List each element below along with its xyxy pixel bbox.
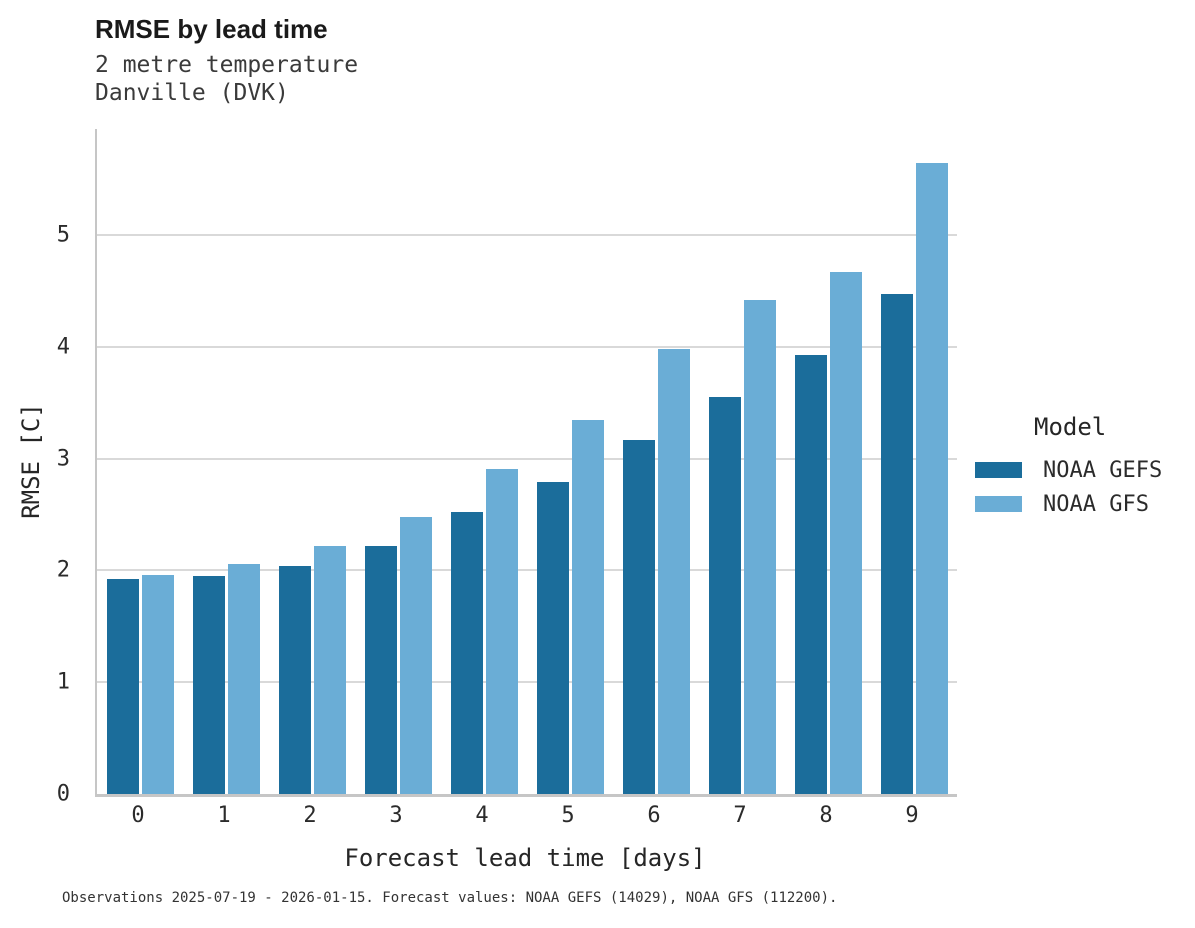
bar-noaa-gefs-lead-8 (794, 354, 827, 794)
gridline-y-4 (97, 345, 957, 348)
legend-swatch-0 (975, 462, 1022, 478)
x-tick-label-5: 5 (561, 803, 575, 828)
gridline-y-3 (97, 457, 957, 460)
bars-container (97, 129, 957, 794)
bar-noaa-gefs-lead-3 (364, 545, 397, 794)
bar-group-lead-0 (97, 129, 183, 794)
bar-group-lead-3 (355, 129, 441, 794)
chart-subtitle-station: Danville (DVK) (95, 80, 289, 106)
bar-noaa-gefs-lead-0 (106, 579, 139, 794)
bar-noaa-gfs-lead-2 (313, 545, 346, 794)
legend-swatch-1 (975, 496, 1022, 512)
gridline-y-2 (97, 569, 957, 572)
bar-noaa-gfs-lead-4 (485, 468, 518, 794)
legend-label-1: NOAA GFS (1043, 491, 1149, 517)
bar-group-lead-6 (613, 129, 699, 794)
bar-noaa-gefs-lead-5 (536, 482, 569, 794)
x-tick-label-4: 4 (475, 803, 489, 828)
legend-item-noaa-gefs: NOAA GEFS (975, 453, 1193, 487)
bar-group-lead-8 (785, 129, 871, 794)
bar-noaa-gefs-lead-4 (450, 512, 483, 794)
x-tick-label-7: 7 (733, 803, 747, 828)
x-tick-label-8: 8 (819, 803, 833, 828)
bar-noaa-gfs-lead-8 (829, 272, 862, 794)
bar-noaa-gefs-lead-2 (278, 566, 311, 794)
legend-title: Model (1034, 413, 1107, 441)
bar-group-lead-1 (183, 129, 269, 794)
x-tick-label-3: 3 (389, 803, 403, 828)
bar-noaa-gfs-lead-6 (657, 349, 690, 794)
gridline-y-1 (97, 681, 957, 684)
gridline-y-5 (97, 234, 957, 237)
bar-group-lead-2 (269, 129, 355, 794)
caption: Observations 2025-07-19 - 2026-01-15. Fo… (62, 890, 838, 906)
bar-noaa-gefs-lead-6 (622, 439, 655, 794)
chart-header: RMSE by lead time 2 metre temperature Da… (95, 14, 358, 107)
y-axis-ticks: 0 1 2 3 4 5 (0, 129, 74, 807)
legend-items: NOAA GEFS NOAA GFS (975, 453, 1193, 521)
y-tick-label-3: 3 (56, 446, 70, 472)
bar-noaa-gefs-lead-9 (880, 294, 913, 794)
plot-area (95, 129, 957, 797)
x-tick-label-0: 0 (131, 803, 145, 828)
chart-title: RMSE by lead time (95, 14, 328, 44)
y-tick-label-2: 2 (56, 557, 70, 583)
x-tick-label-9: 9 (905, 803, 919, 828)
bar-noaa-gefs-lead-7 (708, 397, 741, 794)
x-tick-label-2: 2 (303, 803, 317, 828)
x-axis-label: Forecast lead time [days] (344, 844, 706, 872)
bar-group-lead-4 (441, 129, 527, 794)
bar-noaa-gfs-lead-1 (227, 563, 260, 794)
x-tick-label-6: 6 (647, 803, 661, 828)
bar-noaa-gfs-lead-3 (399, 516, 432, 794)
y-tick-label-4: 4 (56, 334, 70, 360)
y-tick-label-1: 1 (56, 669, 70, 695)
bar-group-lead-7 (699, 129, 785, 794)
bar-noaa-gefs-lead-1 (192, 576, 225, 794)
bar-noaa-gfs-lead-5 (571, 419, 604, 794)
bar-group-lead-5 (527, 129, 613, 794)
legend: Model NOAA GEFS NOAA GFS (975, 413, 1193, 521)
chart-subtitle-variable: 2 metre temperature (95, 52, 359, 78)
bar-noaa-gfs-lead-0 (141, 574, 174, 794)
y-tick-label-5: 5 (56, 222, 70, 248)
bar-group-lead-9 (871, 129, 957, 794)
legend-label-0: NOAA GEFS (1043, 457, 1163, 483)
legend-item-noaa-gfs: NOAA GFS (975, 487, 1193, 521)
x-axis-ticks: 0 1 2 3 4 5 6 7 8 9 (95, 803, 955, 828)
bar-noaa-gfs-lead-7 (743, 300, 776, 794)
x-tick-label-1: 1 (217, 803, 231, 828)
bar-noaa-gfs-lead-9 (915, 162, 948, 794)
y-tick-label-0: 0 (56, 781, 70, 807)
